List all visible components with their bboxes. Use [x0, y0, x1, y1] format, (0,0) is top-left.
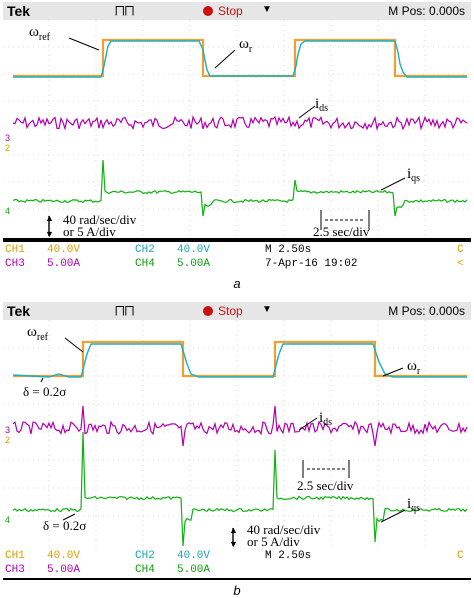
ch4-marker: 4	[5, 206, 10, 216]
trigger-icon: ⨅⨅	[115, 304, 135, 318]
svg-text:▼: ▼	[229, 539, 238, 548]
scale-annotation: ▲ ▼ 40 rad/sec/div or 5 A/div	[229, 522, 321, 548]
stop-icon	[203, 6, 213, 16]
svg-text:2.5 sec/div: 2.5 sec/div	[297, 478, 354, 493]
ch1-marker: 2	[5, 435, 10, 445]
timebase-value: M 2.50s	[265, 550, 312, 562]
less-than-indicator: <	[457, 258, 464, 270]
ch3-value: 5.00A	[47, 564, 81, 576]
stop-label: Stop	[218, 304, 243, 318]
svg-text:40 rad/sec/div: 40 rad/sec/div	[63, 212, 137, 227]
ch3-label: CH3	[5, 564, 25, 576]
ch2-value: 40.0V	[177, 244, 211, 256]
ch3-marker: 3	[5, 133, 10, 143]
ch1-marker: 2	[5, 143, 10, 153]
caption-b: b	[233, 583, 241, 598]
waveform-plot: 3 2 4 ωref ωr ids iqs ▲ ▼ 40 rad/sec/div …	[3, 20, 471, 238]
caption-a: a	[233, 276, 241, 291]
waveform-plot: 3 2 4 ωref ωr δ = 0.2σ ids iqs δ = 0.2σ	[3, 320, 471, 548]
wr-arrow	[382, 367, 404, 377]
ch2-value: 40.0V	[177, 550, 211, 562]
ch4-value: 5.00A	[177, 564, 211, 576]
ch3-marker: 3	[5, 425, 10, 435]
ch2-label: CH2	[135, 550, 155, 562]
scale-annotation: ▲ ▼ 40 rad/sec/div or 5 A/div	[45, 212, 137, 238]
graticule	[3, 20, 471, 238]
ch2-wr-trace	[13, 40, 467, 78]
waveform-screen: 3 2 4 ωref ωr δ = 0.2σ ids iqs δ = 0.2σ	[3, 320, 471, 548]
delta-arrow-1	[40, 377, 44, 383]
stop-label: Stop	[218, 4, 243, 18]
ch4-label: CH4	[135, 564, 155, 576]
ch3-label: CH3	[5, 258, 25, 270]
svg-text:2.5 sec/div: 2.5 sec/div	[313, 224, 370, 238]
scope-status-bar: CH1 40.0V CH2 40.0V M 2.50s C CH3 5.00A …	[3, 242, 471, 272]
wref-label: ωref	[29, 24, 51, 43]
ch1-wref-trace	[13, 340, 467, 378]
waveform-screen: 3 2 4 ωref ωr ids iqs ▲ ▼ 40 rad/sec/div …	[3, 20, 471, 238]
wr-arrow	[214, 49, 236, 69]
ids-label: ids	[319, 410, 332, 428]
svg-text:40 rad/sec/div: 40 rad/sec/div	[247, 522, 321, 537]
time-annotation: 2.5 sec/div	[297, 460, 354, 493]
graticule	[3, 320, 471, 548]
trigger-icon: ⨅⨅	[115, 4, 135, 18]
ch4-iqs-trace	[12, 431, 468, 547]
ch1-value: 40.0V	[47, 550, 81, 562]
date-readout: 7-Apr-16 19:02	[265, 258, 358, 270]
brand-logo: Tek	[7, 303, 31, 319]
iqs-label: iqs	[407, 496, 420, 514]
svg-text:▲: ▲	[45, 213, 54, 223]
ch3-ids-trace	[12, 115, 468, 131]
ch3-ids-trace	[12, 405, 468, 447]
scope-header: Tek ⨅⨅ Stop ▼ M Pos: 0.000s	[3, 2, 471, 20]
delta-arrow-2	[62, 513, 76, 521]
ids-label: ids	[315, 96, 328, 114]
scope-panel-a: Tek ⨅⨅ Stop ▼ M Pos: 0.000s 3	[3, 2, 471, 272]
svg-text:or 5 A/div: or 5 A/div	[63, 224, 116, 238]
wr-label: ωr	[407, 358, 421, 377]
delta-label-2: δ = 0.2σ	[43, 518, 86, 533]
scope-header: Tek ⨅⨅ Stop ▼ M Pos: 0.000s	[3, 302, 471, 320]
delta-label-1: δ = 0.2σ	[23, 384, 66, 399]
m-pos-readout: M Pos: 0.000s	[388, 4, 465, 18]
svg-text:or 5 A/div: or 5 A/div	[247, 534, 300, 548]
ch4-value: 5.00A	[177, 258, 211, 270]
ids-arrow	[298, 105, 316, 119]
ch1-value: 40.0V	[47, 244, 81, 256]
m-pos-readout: M Pos: 0.000s	[388, 304, 465, 318]
coupling-indicator: C	[457, 550, 464, 562]
scope-panel-b: Tek ⨅⨅ Stop ▼ M Pos: 0.000s 3	[3, 302, 471, 580]
iqs-arrow	[380, 177, 406, 191]
ch1-label: CH1	[5, 550, 25, 562]
stop-icon	[203, 306, 213, 316]
wref-arrow	[68, 37, 100, 51]
brand-logo: Tek	[7, 3, 31, 19]
iqs-arrow	[380, 509, 406, 523]
ch4-label: CH4	[135, 258, 155, 270]
ch4-iqs-trace	[12, 159, 468, 217]
time-annotation: 2.5 sec/div	[313, 210, 370, 238]
svg-text:▼: ▼	[45, 229, 54, 238]
ch3-value: 5.00A	[47, 258, 81, 270]
channel-markers: 3 2 4	[5, 425, 10, 525]
wref-label: ωref	[27, 324, 49, 343]
wref-arrow	[64, 337, 84, 353]
trigger-position-icon: ▼	[262, 304, 272, 315]
trigger-position-icon: ▼	[262, 4, 272, 15]
svg-text:▲: ▲	[229, 525, 238, 535]
scope-status-bar: CH1 40.0V CH2 40.0V M 2.50s C CH3 5.00A …	[3, 548, 471, 578]
timebase-value: M 2.50s	[265, 244, 312, 256]
coupling-indicator: C	[457, 244, 464, 256]
iqs-label: iqs	[407, 166, 420, 184]
ch4-marker: 4	[5, 515, 10, 525]
wr-label: ωr	[239, 36, 253, 55]
ch2-wr-trace	[12, 343, 467, 378]
ch1-label: CH1	[5, 244, 25, 256]
channel-markers: 3 2 4	[5, 133, 10, 216]
ch2-label: CH2	[135, 244, 155, 256]
ids-arrow	[298, 417, 318, 431]
